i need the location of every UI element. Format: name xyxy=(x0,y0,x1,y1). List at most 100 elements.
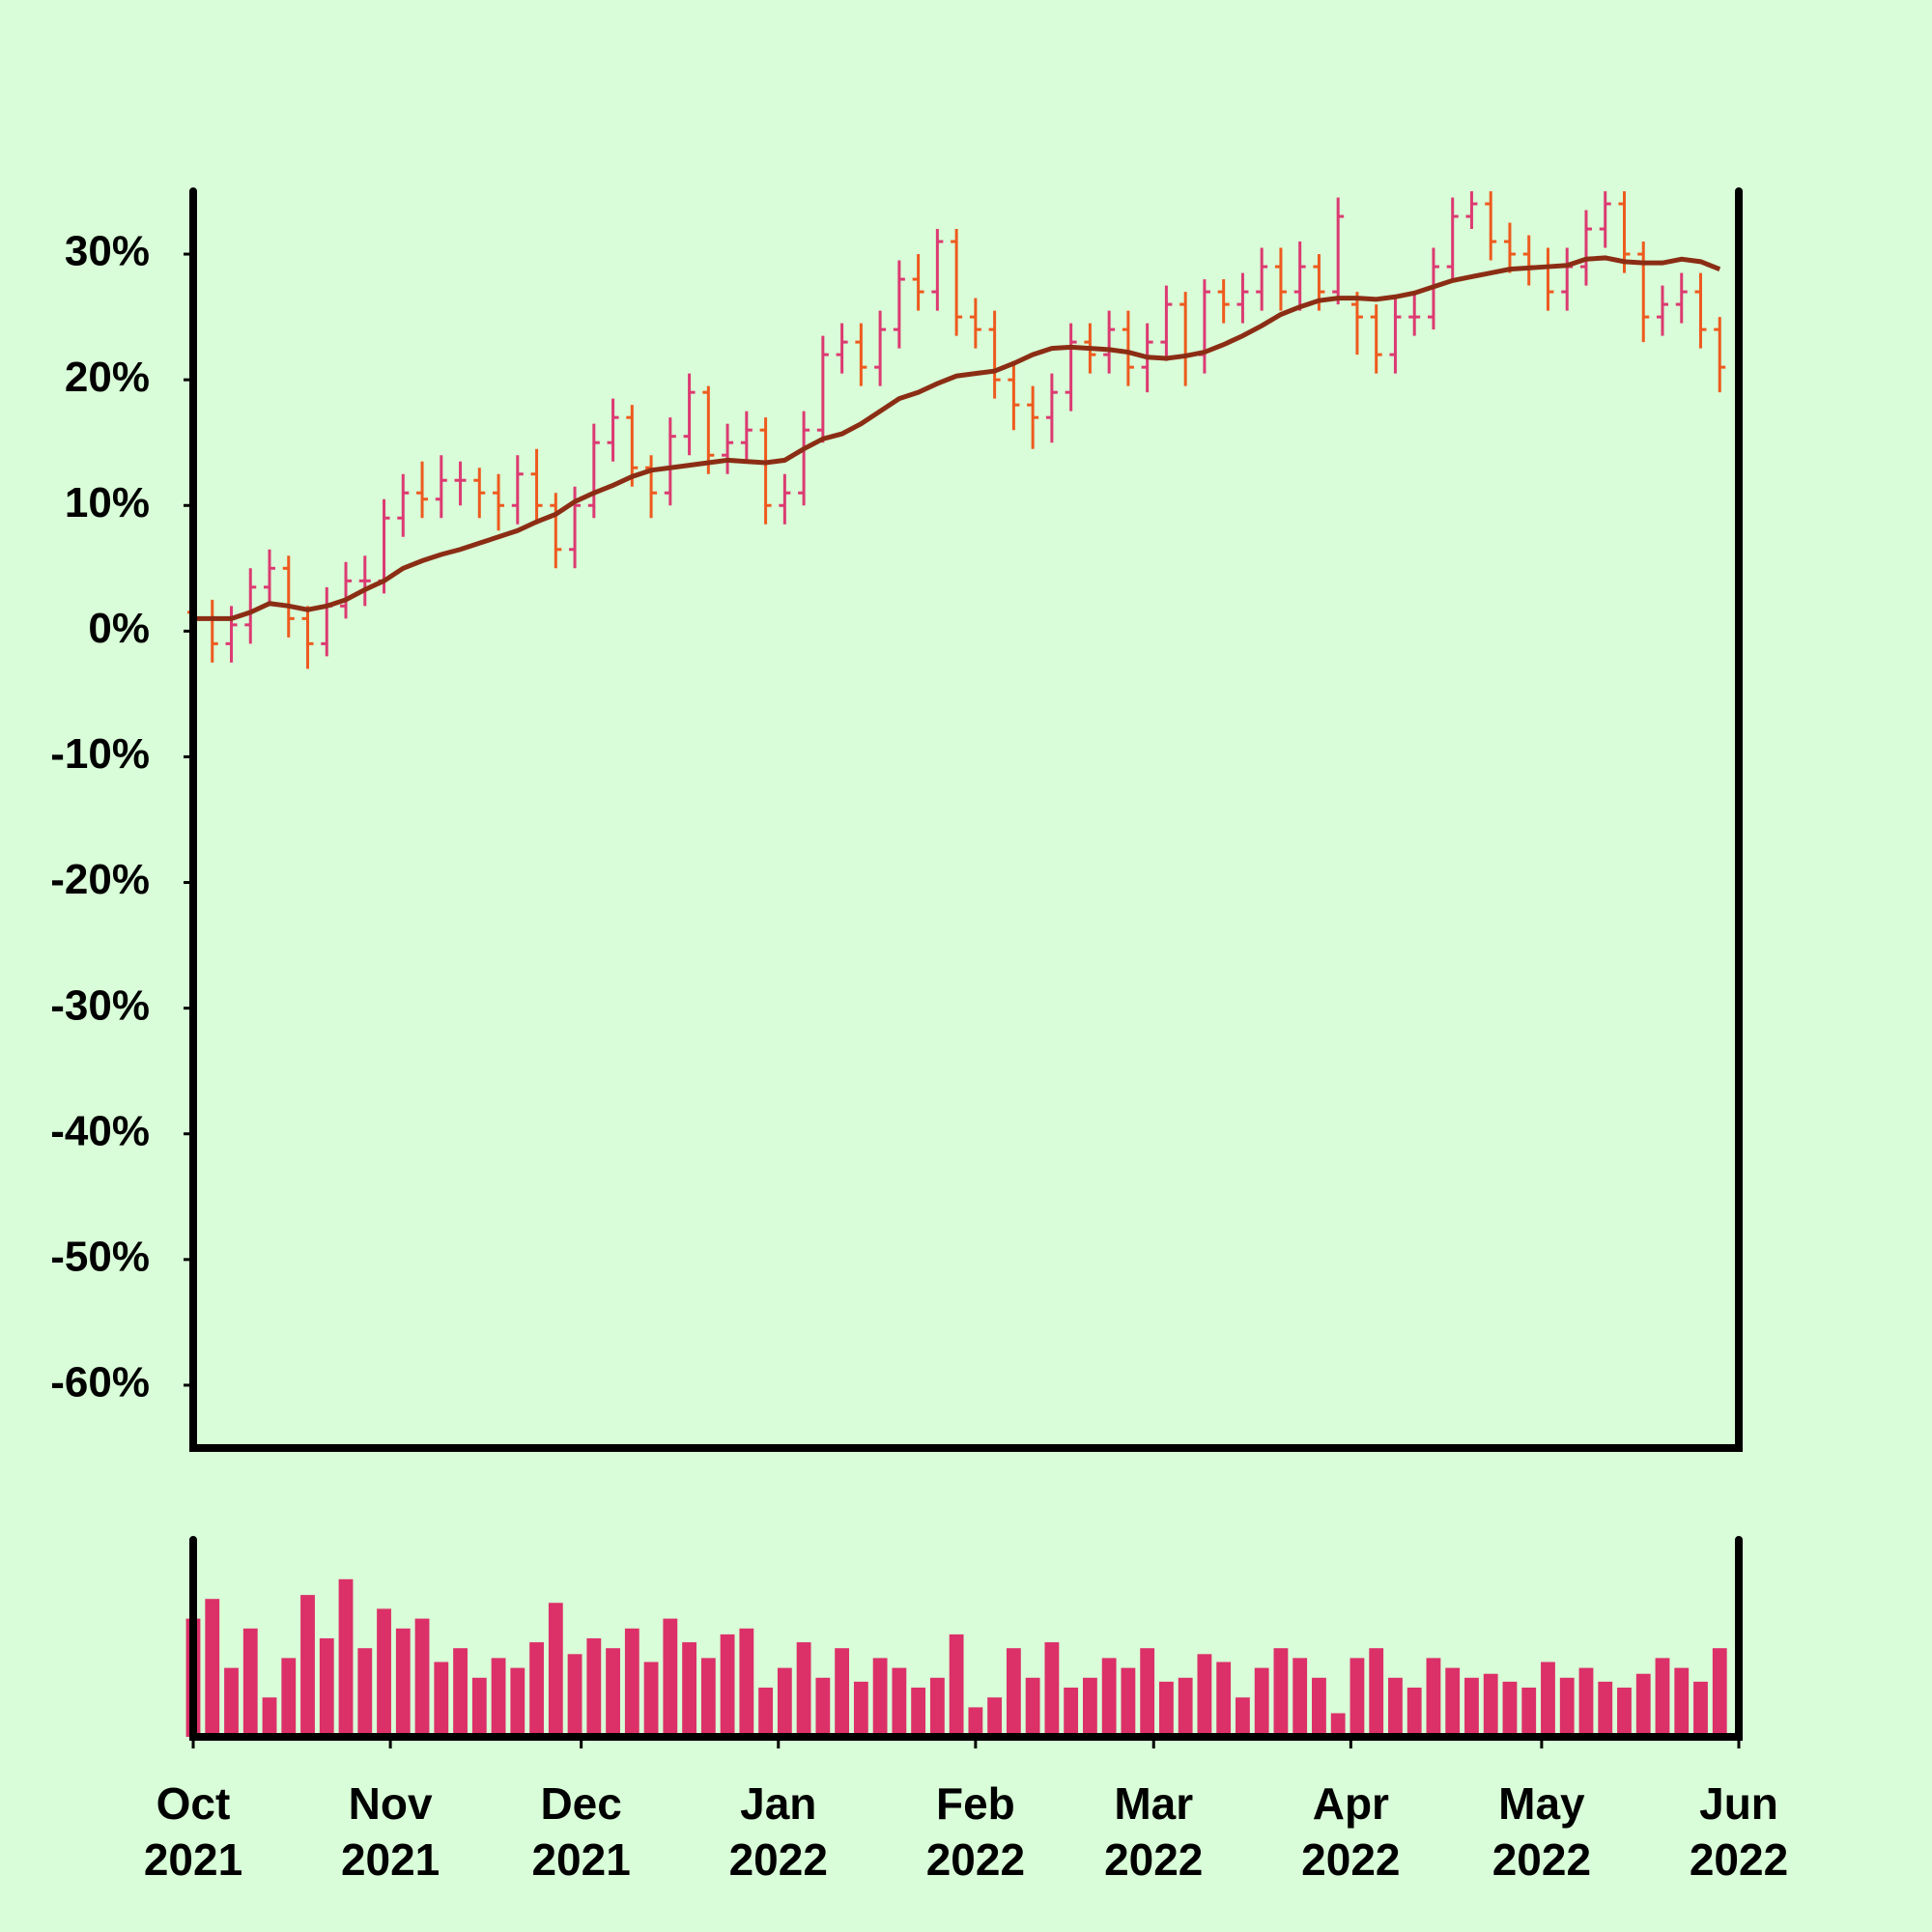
volume-bar xyxy=(1350,1658,1365,1737)
y-tick-label: -60% xyxy=(50,1359,150,1406)
volume-bar xyxy=(395,1628,411,1737)
volume-bar xyxy=(1464,1677,1479,1737)
x-tick-label: Feb 2022 xyxy=(925,1778,1026,1885)
volume-bar xyxy=(1617,1688,1632,1737)
volume-bar xyxy=(377,1608,391,1737)
volume-bar xyxy=(796,1642,811,1737)
volume-bar xyxy=(835,1648,850,1737)
volume-bar xyxy=(720,1634,735,1737)
volume-bar xyxy=(1121,1667,1136,1737)
volume-bar xyxy=(853,1681,868,1737)
volume-bar xyxy=(338,1578,354,1737)
volume-bar xyxy=(434,1662,449,1737)
volume-bar xyxy=(1674,1667,1690,1737)
volume-bar xyxy=(1293,1658,1308,1737)
x-tick-label: Jan 2022 xyxy=(728,1778,828,1885)
y-tick-label: 10% xyxy=(65,479,150,526)
volume-bar xyxy=(1426,1658,1441,1737)
volume-bar xyxy=(1655,1658,1670,1737)
volume-bar xyxy=(1236,1697,1250,1737)
volume-bar xyxy=(739,1628,754,1737)
volume-bar xyxy=(1483,1673,1498,1737)
x-tick-label: May 2022 xyxy=(1492,1778,1592,1885)
volume-bar xyxy=(1445,1667,1461,1737)
volume-bar xyxy=(529,1642,544,1737)
volume-bar xyxy=(1140,1648,1155,1737)
volume-bar xyxy=(929,1677,945,1737)
y-tick-label: -50% xyxy=(50,1233,150,1280)
volume-bar xyxy=(1216,1662,1232,1737)
volume-bar xyxy=(510,1667,526,1737)
volume-bar xyxy=(471,1677,487,1737)
volume-bar xyxy=(892,1667,907,1737)
y-tick-label: -20% xyxy=(50,856,150,903)
volume-bar xyxy=(1388,1677,1403,1737)
y-tick-label: -10% xyxy=(50,730,150,778)
volume-bar xyxy=(586,1638,602,1737)
volume-bar xyxy=(1064,1688,1079,1737)
volume-bar xyxy=(1006,1648,1021,1737)
x-tick-label: Apr 2022 xyxy=(1301,1778,1401,1885)
volume-bar xyxy=(624,1628,639,1737)
volume-bar xyxy=(777,1667,792,1737)
volume-bar xyxy=(643,1662,659,1737)
volume-bar xyxy=(242,1628,258,1737)
volume-bar xyxy=(300,1595,315,1737)
volume-bar xyxy=(357,1648,373,1737)
volume-bar xyxy=(1101,1658,1117,1737)
volume-bar xyxy=(1197,1654,1212,1737)
volume-bar xyxy=(1635,1673,1651,1737)
volume-bar xyxy=(1330,1713,1346,1737)
volume-bar xyxy=(1521,1688,1537,1737)
volume-bar xyxy=(205,1599,220,1737)
volume-bar xyxy=(1044,1642,1060,1737)
x-tick-label: Nov 2021 xyxy=(340,1778,440,1885)
volume-bar xyxy=(453,1648,468,1737)
volume-bar xyxy=(1406,1688,1422,1737)
volume-bar xyxy=(548,1603,563,1737)
volume-bar xyxy=(758,1688,773,1737)
volume-bar xyxy=(1025,1677,1040,1737)
volume-bar xyxy=(1369,1648,1384,1737)
volume-bar xyxy=(1578,1667,1594,1737)
volume-bar xyxy=(567,1654,582,1737)
volume-bar xyxy=(281,1658,297,1737)
axis-frame xyxy=(189,1536,1743,1741)
volume-bar xyxy=(1712,1648,1727,1737)
volume-bar xyxy=(1178,1677,1193,1737)
volume-bar xyxy=(911,1688,926,1737)
volume-bar xyxy=(319,1638,334,1737)
volume-bar xyxy=(1693,1681,1708,1737)
x-tick-label: Oct 2021 xyxy=(143,1778,243,1885)
volume-bar xyxy=(1254,1667,1269,1737)
volume-bar xyxy=(1159,1681,1174,1737)
volume-bar xyxy=(815,1677,831,1737)
volume-bar xyxy=(1312,1677,1326,1737)
volume-bar xyxy=(987,1697,1003,1737)
volume-bar xyxy=(224,1667,239,1737)
x-tick-label: Jun 2022 xyxy=(1689,1778,1789,1885)
volume-bar xyxy=(606,1648,620,1737)
volume-bar xyxy=(700,1658,716,1737)
volume-bar xyxy=(1502,1681,1518,1737)
volume-bar xyxy=(491,1658,506,1737)
y-tick-label: 20% xyxy=(65,354,150,401)
axis-frame xyxy=(189,187,1743,1452)
volume-bar xyxy=(414,1618,430,1737)
moving-average xyxy=(193,255,1721,621)
volume-bar xyxy=(663,1618,678,1737)
volume-bar xyxy=(1273,1648,1289,1737)
volume-bar xyxy=(1082,1677,1097,1737)
volume-bar xyxy=(949,1634,964,1737)
volume-bar xyxy=(1541,1662,1555,1737)
y-tick-label: -30% xyxy=(50,981,150,1029)
x-tick-label: Dec 2021 xyxy=(531,1778,631,1885)
y-tick-label: -40% xyxy=(50,1107,150,1154)
volume-bar xyxy=(872,1658,888,1737)
y-tick-label: 30% xyxy=(65,228,150,275)
x-tick-label: Mar 2022 xyxy=(1104,1778,1204,1885)
volume-bar xyxy=(682,1642,696,1737)
volume-bar xyxy=(1598,1681,1613,1737)
